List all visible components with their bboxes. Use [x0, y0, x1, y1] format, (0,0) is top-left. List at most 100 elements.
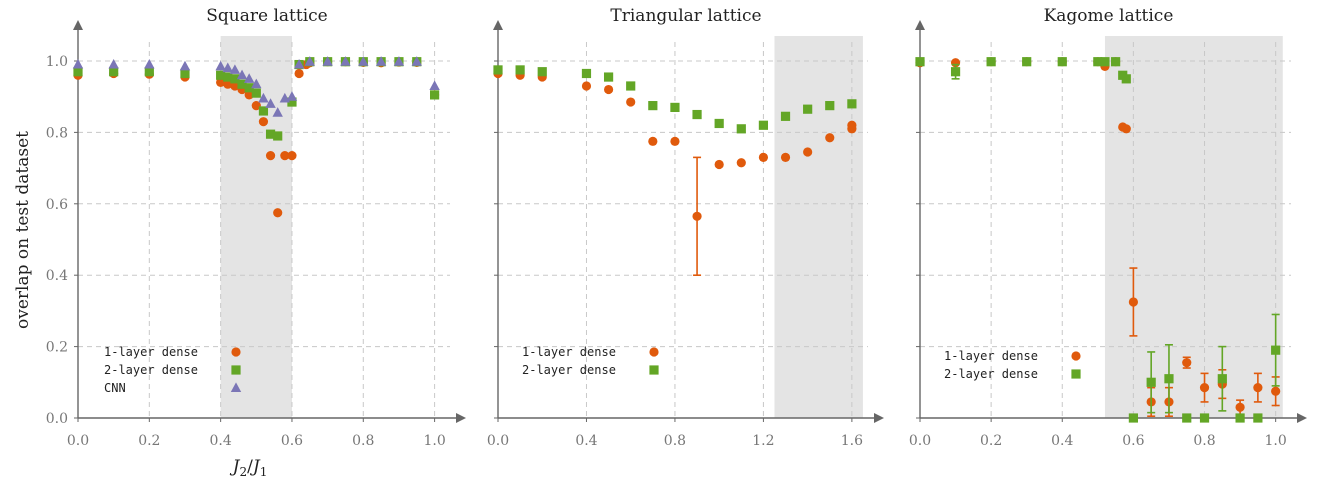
x-axis-arrow [1297, 413, 1307, 423]
y-tick-label: 0.2 [46, 340, 68, 356]
data-point [216, 70, 226, 80]
x-tick-label: 0.4 [210, 433, 232, 449]
data-point [1093, 57, 1103, 67]
data-point [692, 109, 702, 120]
data-point [244, 83, 254, 93]
shaded-region [1104, 36, 1283, 418]
x-tick-label: 0.6 [1122, 433, 1144, 449]
data-point [393, 56, 405, 66]
x-axis-arrow [456, 413, 466, 423]
data-point [626, 81, 636, 91]
data-point [144, 67, 154, 77]
data-point [286, 91, 298, 101]
data-point [847, 120, 857, 130]
data-point [1022, 57, 1032, 67]
legend: 1-layer dense 2-layer dense [522, 345, 659, 377]
chart-panels: 0.0 0.2 0.4 0.6 0.8 1.0 0.0 0.2 0.4 0.6 0.8 1.0 Squa… [46, 6, 1307, 449]
data-point [626, 97, 636, 107]
data-point [581, 68, 592, 79]
data-point [272, 107, 283, 117]
data-point [216, 77, 226, 88]
data-point [243, 73, 255, 83]
data-point [714, 118, 724, 129]
panel-title: Square lattice [206, 6, 327, 26]
legend-marker [231, 347, 241, 357]
x-tick-label: 0.2 [138, 433, 160, 449]
data-point [229, 64, 241, 74]
data-point [803, 104, 813, 114]
data-point [1271, 386, 1281, 396]
x-axis-label-slash: / [247, 457, 253, 477]
data-point [736, 124, 746, 134]
data-point [294, 68, 304, 79]
legend-label: 1-layer dense [522, 345, 616, 359]
data-point [251, 88, 261, 98]
data-point [714, 159, 724, 170]
data-point [780, 152, 791, 162]
data-point [803, 147, 813, 157]
legend-marker [231, 365, 241, 375]
data-point [692, 211, 702, 221]
data-point [375, 56, 387, 66]
y-tick-label: 0.0 [46, 411, 68, 427]
data-point [265, 129, 276, 139]
data-point [847, 99, 857, 109]
x-axis-label: J2/J1 [230, 457, 268, 479]
legend-label: 2-layer dense [522, 363, 616, 377]
data-point [1253, 383, 1263, 393]
data-point [493, 65, 503, 75]
data-point [1128, 413, 1138, 423]
y-tick-label: 0.8 [46, 125, 68, 141]
data-point [986, 57, 996, 67]
legend-label: CNN [104, 381, 126, 395]
data-point [603, 72, 614, 82]
chart-panel-2: 0.0 0.4 0.8 1.2 1.6 Triangular lattice 1-layer… [487, 6, 884, 449]
y-axis-label: overlap on test dataset [13, 131, 33, 329]
legend: 1-layer dense 2-layer dense [944, 349, 1081, 381]
legend-label: 1-layer dense [104, 345, 198, 359]
data-point [265, 98, 276, 108]
data-point [223, 79, 233, 89]
data-point [244, 90, 254, 100]
data-point [258, 106, 269, 116]
panel-title: Triangular lattice [610, 6, 761, 26]
y-tick-label: 0.6 [46, 197, 68, 213]
data-point [670, 102, 680, 113]
data-point [73, 67, 83, 77]
x-axis-arrow [874, 413, 884, 423]
data-point [304, 56, 315, 66]
data-point [179, 60, 191, 71]
series-square [915, 57, 1281, 423]
data-point [108, 58, 119, 69]
chart-panel-1: 0.0 0.2 0.4 0.6 0.8 1.0 0.0 0.2 0.4 0.6 0.8 1.0 Squa… [46, 6, 466, 449]
x-tick-label: 1.6 [841, 433, 863, 449]
data-point [1217, 374, 1227, 384]
data-point [222, 62, 233, 73]
data-point [237, 79, 247, 89]
data-point [287, 150, 297, 161]
data-point [251, 101, 261, 111]
y-tick-label: 1.0 [46, 54, 68, 70]
data-point [758, 152, 769, 162]
data-point [736, 158, 746, 168]
data-point [758, 120, 769, 130]
x-axis-label-sub2: 2 [239, 465, 247, 479]
data-point [340, 56, 351, 66]
data-point [287, 97, 297, 107]
data-point [1235, 413, 1245, 423]
data-point [825, 133, 835, 143]
data-point [1199, 383, 1210, 393]
x-axis-label-sub1: 1 [260, 465, 268, 479]
data-point [430, 90, 440, 100]
legend-marker [649, 347, 659, 357]
data-point [1100, 57, 1110, 67]
panel-title: Kagome lattice [1044, 6, 1174, 26]
data-point [648, 136, 658, 146]
data-point [411, 56, 422, 66]
y-axis-arrow [73, 20, 83, 30]
x-tick-label: 0.0 [909, 433, 931, 449]
data-point [825, 101, 835, 111]
data-point [1182, 413, 1192, 423]
series-square [493, 65, 857, 134]
legend-marker [230, 382, 242, 392]
